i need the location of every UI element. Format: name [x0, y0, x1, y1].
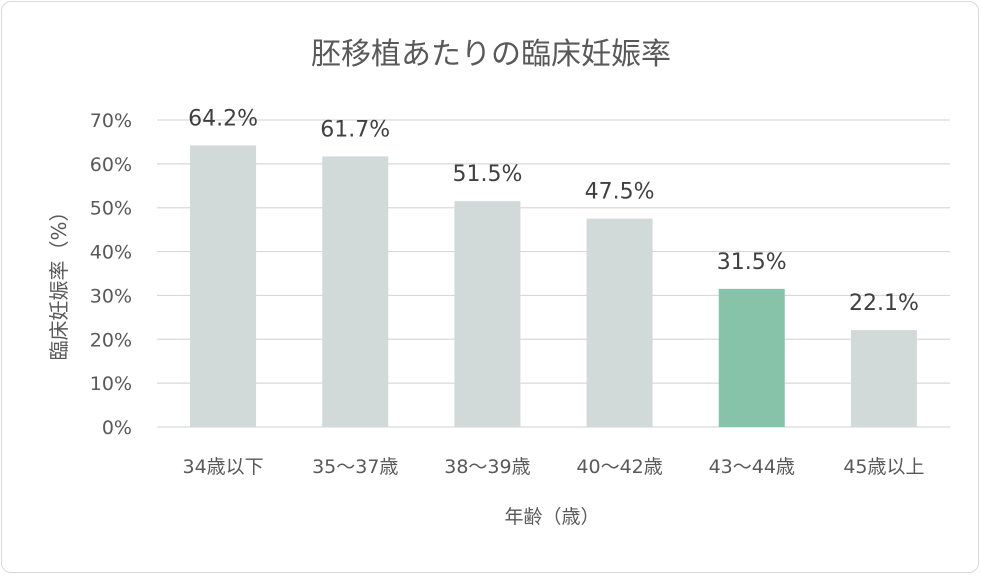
data-label: 64.2% [188, 106, 258, 131]
bar [850, 330, 917, 427]
x-tick-label: 43〜44歳 [709, 456, 795, 478]
data-label: 31.5% [717, 250, 787, 275]
bar [190, 145, 257, 428]
y-tick-label: 10% [90, 373, 132, 395]
x-tick-label: 38〜39歳 [444, 456, 530, 478]
data-label: 47.5% [585, 180, 655, 205]
data-label: 51.5% [452, 162, 522, 187]
y-axis-ticks: 0% 10% 20% 30% 40% 50% 60% 70% [90, 110, 132, 439]
y-axis-title: 臨床妊娠率（%） [47, 201, 71, 360]
y-tick-label: 70% [90, 110, 132, 132]
y-axis-title-group: 臨床妊娠率（%） [47, 201, 71, 360]
y-tick-label: 60% [90, 154, 132, 176]
x-axis-ticks: 34歳以下 35〜37歳 38〜39歳 40〜42歳 43〜44歳 45歳以上 [182, 456, 924, 478]
data-labels: 64.2% 61.7% 51.5% 47.5% 31.5% 22.1% [188, 106, 919, 316]
x-tick-label: 34歳以下 [182, 456, 263, 478]
gridlines [157, 119, 950, 428]
x-tick-label: 45歳以上 [843, 456, 924, 478]
x-axis-title: 年齢（歳） [504, 506, 599, 528]
bar [322, 156, 389, 427]
bar [586, 218, 653, 427]
y-tick-label: 30% [90, 285, 132, 307]
y-tick-label: 50% [90, 198, 132, 220]
data-label: 22.1% [849, 291, 919, 316]
x-tick-label: 35〜37歳 [312, 456, 398, 478]
chart-title: 胚移植あたりの臨床妊娠率 [311, 37, 671, 72]
bars [190, 145, 917, 428]
y-tick-label: 20% [90, 329, 132, 351]
bar [454, 201, 521, 427]
data-label: 61.7% [320, 117, 390, 142]
y-tick-label: 0% [102, 417, 132, 439]
x-tick-label: 40〜42歳 [576, 456, 662, 478]
bar [718, 288, 785, 427]
y-tick-label: 40% [90, 242, 132, 264]
